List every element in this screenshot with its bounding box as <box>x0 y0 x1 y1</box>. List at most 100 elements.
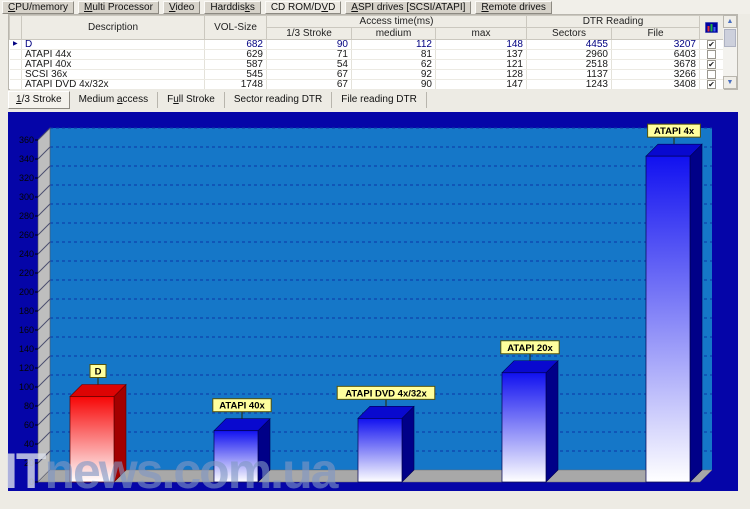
bar-d <box>69 383 127 483</box>
tab-file-reading-dtr[interactable]: File reading DTR <box>332 92 427 108</box>
tab-harddisks[interactable]: Harddisks <box>204 1 261 14</box>
cell-file: 3678 <box>611 59 700 70</box>
cell-sectors: 1243 <box>526 79 612 90</box>
svg-text:360: 360 <box>19 135 34 145</box>
cell-file: 6403 <box>611 49 700 60</box>
bar-label-atapi-dvd-4x-32x: ATAPI DVD 4x/32x <box>336 385 436 407</box>
row-indicator: ▶ <box>9 39 22 50</box>
cell-chart-include <box>699 49 724 60</box>
svg-text:140: 140 <box>19 344 34 354</box>
scroll-up-button[interactable]: ▲ <box>723 15 737 28</box>
cell-vol-size: 587 <box>204 59 267 70</box>
cell-medium: 90 <box>351 79 436 90</box>
cell-medium: 92 <box>351 69 436 80</box>
svg-text:240: 240 <box>19 249 34 259</box>
chart-include-checkbox[interactable]: ✔ <box>707 40 716 49</box>
chart-include-checkbox[interactable] <box>707 70 716 79</box>
bar-atapi-20x <box>501 360 559 483</box>
chart-include-checkbox[interactable]: ✔ <box>707 80 716 89</box>
column-header-max[interactable]: max <box>435 27 527 40</box>
svg-text:ATAPI DVD 4x/32x: ATAPI DVD 4x/32x <box>345 388 427 399</box>
column-header-vol-size[interactable]: VOL-Size <box>204 15 267 40</box>
cell-description: ATAPI 44x <box>21 49 205 60</box>
bar-chart-icon <box>705 22 718 33</box>
column-header-sectors[interactable]: Sectors <box>526 27 612 40</box>
cell-vol-size: 545 <box>204 69 267 80</box>
tab-cpu-memory[interactable]: CPU/memory <box>2 1 75 14</box>
table: Description VOL-Size Access time(ms) DTR… <box>9 15 724 90</box>
chart-column-header[interactable] <box>699 15 724 40</box>
tab-aspi-drives-scsi-atapi[interactable]: ASPI drives [SCSI/ATAPI] <box>345 1 472 14</box>
table-row[interactable]: ATAPI DVD 4x/32x 1748 67 90 147 1243 3408 ✔ <box>9 79 724 90</box>
chart-metric-tab-bar: 1/3 Stroke Medium access Full Stroke Sector… <box>8 91 427 109</box>
svg-text:300: 300 <box>19 192 34 202</box>
svg-text:220: 220 <box>19 268 34 278</box>
tab-full-stroke[interactable]: Full Stroke <box>158 92 225 108</box>
cell-max: 148 <box>435 39 527 50</box>
svg-text:280: 280 <box>19 211 34 221</box>
row-indicator <box>9 49 22 60</box>
cell-vol-size: 1748 <box>204 79 267 90</box>
cell-vol-size: 629 <box>204 49 267 60</box>
tab-multi-processor[interactable]: Multi Processor <box>78 1 159 14</box>
bar-label-d: D <box>89 364 107 385</box>
cell-medium: 62 <box>351 59 436 70</box>
column-header-file[interactable]: File <box>611 27 700 40</box>
cell-13-stroke: 71 <box>266 49 352 60</box>
bar-atapi-dvd-4x-32x <box>357 405 415 483</box>
chart-include-checkbox[interactable] <box>707 50 716 59</box>
drive-benchmark-table: Description VOL-Size Access time(ms) DTR… <box>8 14 738 90</box>
indicator-column-header <box>9 15 22 40</box>
svg-text:0: 0 <box>29 477 34 487</box>
column-header-13-stroke[interactable]: 1/3 Stroke <box>266 27 352 40</box>
column-group-access-time[interactable]: Access time(ms) <box>266 15 527 28</box>
table-row[interactable]: ▶ D 682 90 112 148 4455 3207 ✔ <box>9 39 724 50</box>
tab-cd-rom-dvd[interactable]: CD ROM/DVD <box>264 1 342 14</box>
scroll-down-button[interactable]: ▼ <box>723 76 737 89</box>
table-row[interactable]: ATAPI 40x 587 54 62 121 2518 3678 ✔ <box>9 59 724 70</box>
tab-sector-reading-dtr[interactable]: Sector reading DTR <box>225 92 333 108</box>
cell-chart-include <box>699 69 724 80</box>
cell-description: D <box>21 39 205 50</box>
tab-1-3-stroke[interactable]: 1/3 Stroke <box>8 91 70 109</box>
svg-text:ATAPI 40x: ATAPI 40x <box>219 401 265 412</box>
main-tab-bar: CPU/memory Multi Processor Video Harddisks C… <box>0 0 750 14</box>
row-indicator <box>9 69 22 80</box>
y-axis-ticks: 0 20 40 60 80 100 120 140 160 180 200 220 240 260 280 3… <box>19 135 38 487</box>
table-row[interactable]: ATAPI 44x 629 71 81 137 2960 6403 <box>9 49 724 60</box>
column-header-medium[interactable]: medium <box>351 27 436 40</box>
svg-text:60: 60 <box>24 420 34 430</box>
tab-video[interactable]: Video <box>162 1 201 14</box>
table-scrollbar[interactable]: ▲ ▼ <box>723 15 737 89</box>
svg-text:100: 100 <box>19 382 34 392</box>
cell-file: 3266 <box>611 69 700 80</box>
column-group-dtr-reading[interactable]: DTR Reading <box>526 15 700 28</box>
cell-description: SCSI 36x <box>21 69 205 80</box>
scrollbar-thumb[interactable] <box>724 29 736 47</box>
cell-medium: 112 <box>351 39 436 50</box>
cell-sectors: 2960 <box>526 49 612 60</box>
svg-text:160: 160 <box>19 325 34 335</box>
cell-max: 128 <box>435 69 527 80</box>
cell-chart-include: ✔ <box>699 79 724 90</box>
svg-text:200: 200 <box>19 287 34 297</box>
column-header-description[interactable]: Description <box>21 15 205 40</box>
cell-file: 3207 <box>611 39 700 50</box>
bar-label-atapi-40x: ATAPI 40x <box>212 398 272 419</box>
cell-13-stroke: 67 <box>266 79 352 90</box>
cell-max: 147 <box>435 79 527 90</box>
cell-sectors: 4455 <box>526 39 612 50</box>
svg-text:80: 80 <box>24 401 34 411</box>
bar-atapi-4x <box>645 143 703 483</box>
table-row[interactable]: SCSI 36x 545 67 92 128 1137 3266 <box>9 69 724 80</box>
tab-remote-drives[interactable]: Remote drives <box>475 1 552 14</box>
svg-text:320: 320 <box>19 173 34 183</box>
tab-medium-access[interactable]: Medium access <box>70 92 159 108</box>
svg-text:40: 40 <box>24 439 34 449</box>
row-indicator <box>9 79 22 90</box>
svg-text:D: D <box>95 367 102 378</box>
row-indicator <box>9 59 22 70</box>
chart-include-checkbox[interactable]: ✔ <box>707 60 716 69</box>
svg-text:180: 180 <box>19 306 34 316</box>
cell-chart-include: ✔ <box>699 39 724 50</box>
